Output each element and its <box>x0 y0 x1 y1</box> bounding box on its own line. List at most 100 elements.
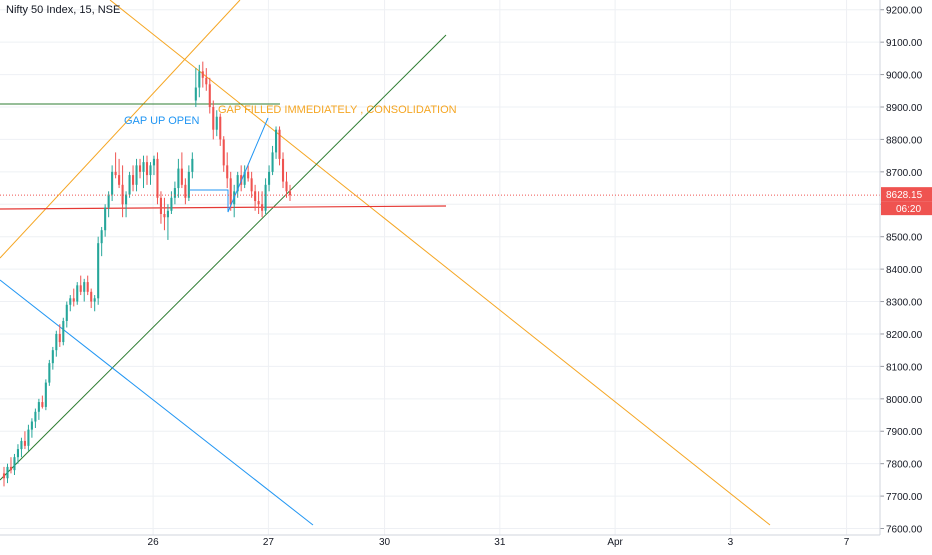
candle-body <box>111 171 114 195</box>
candle-body <box>27 429 30 446</box>
candle-body <box>170 197 173 211</box>
candle-body <box>271 152 274 172</box>
candle-body <box>275 129 278 153</box>
candle-body <box>37 402 40 412</box>
candle-body <box>65 304 68 321</box>
candle-body <box>156 158 159 198</box>
price-tag-box <box>881 187 932 202</box>
candle-body <box>83 282 86 292</box>
candle-body <box>173 188 176 198</box>
annotation-gap-up: GAP UP OPEN <box>124 115 199 127</box>
candle-body <box>13 457 16 471</box>
candle-body <box>201 71 204 78</box>
price-tick-label: 7600.00 <box>886 525 923 536</box>
candle-body <box>281 158 285 182</box>
candle-body <box>118 175 121 185</box>
candle-body <box>34 411 37 422</box>
candle-body <box>58 333 61 343</box>
candle-body <box>6 466 9 479</box>
red-support-line <box>0 205 447 210</box>
candle-body <box>16 449 19 458</box>
candle-body <box>86 282 89 292</box>
drawings-front: GAP UP OPEN GAP FILLED IMMEDIATELY , CONS… <box>0 104 880 213</box>
price-tag-value: 8628.15 <box>886 190 923 201</box>
candle-body <box>104 207 107 231</box>
blue-trend-line <box>0 279 314 526</box>
orange-channel-upper <box>0 0 241 259</box>
candle-body <box>278 129 281 159</box>
candle-body <box>44 382 47 407</box>
candle-body <box>2 473 6 479</box>
price-tick-label: 8300.00 <box>886 298 923 309</box>
candle-body <box>107 194 110 208</box>
date-tick-label: 30 <box>379 537 391 548</box>
candle-body <box>72 298 75 302</box>
candle-body <box>135 165 138 185</box>
candle-body <box>149 165 152 176</box>
candle-body <box>191 158 194 172</box>
candle-body <box>285 181 288 192</box>
candle-body <box>194 87 197 101</box>
price-tick-label: 8400.00 <box>886 265 923 276</box>
price-tick-label: 7800.00 <box>886 460 923 471</box>
candle-body <box>76 285 79 302</box>
candle-body <box>288 191 292 196</box>
price-tick-label: 7700.00 <box>886 492 923 503</box>
annotation-gap-filled: GAP FILLED IMMEDIATELY , CONSOLIDATION <box>218 104 457 116</box>
candle-body <box>264 184 267 211</box>
candle-body <box>128 175 131 195</box>
candle-body <box>254 191 257 202</box>
candle-body <box>48 363 51 383</box>
candle-body <box>121 184 124 205</box>
drawings-back <box>0 0 771 526</box>
blue-gap-marker <box>190 117 269 213</box>
candle-body <box>125 194 128 205</box>
date-tick-label: 27 <box>263 537 275 548</box>
candle-body <box>229 178 232 205</box>
candle-body <box>219 116 222 140</box>
candle-body <box>51 350 54 364</box>
price-tick-label: 9200.00 <box>886 6 923 17</box>
price-tick-label: 8000.00 <box>886 395 923 406</box>
candle-body <box>20 440 23 450</box>
candle-body <box>208 84 211 107</box>
candle-body <box>55 333 58 351</box>
candle-body <box>93 298 96 302</box>
price-tick-label: 8500.00 <box>886 233 923 244</box>
candle-body <box>163 214 166 218</box>
candle-body <box>152 158 156 166</box>
price-tick-label: 8900.00 <box>886 103 923 114</box>
date-tick-label: 31 <box>494 537 506 548</box>
candle-body <box>226 165 229 179</box>
price-tick-label: 8200.00 <box>886 330 923 341</box>
candle-body <box>268 171 271 185</box>
date-tick-label: 3 <box>728 537 734 548</box>
candle-body <box>250 178 253 192</box>
candle-body <box>159 197 162 214</box>
candle-body <box>222 139 225 166</box>
candle-body <box>236 175 239 192</box>
candle-body <box>257 201 260 205</box>
candle-body <box>132 175 135 185</box>
price-tick-label: 7900.00 <box>886 427 923 438</box>
date-tick-label: 7 <box>844 537 850 548</box>
candle-body <box>180 168 183 185</box>
candle-body <box>142 162 145 172</box>
candle-body <box>184 184 187 198</box>
candle-body <box>62 321 65 343</box>
candle-body <box>114 171 117 176</box>
candle-body <box>177 168 180 189</box>
countdown-box <box>881 201 932 216</box>
candle-body <box>138 165 142 172</box>
grid <box>0 0 880 535</box>
candle-body <box>243 171 246 185</box>
date-tick-label: 26 <box>148 537 160 548</box>
price-tick-label: 9100.00 <box>886 38 923 49</box>
candle-body <box>41 402 44 407</box>
candle-body <box>215 116 218 130</box>
candle-body <box>100 230 103 244</box>
candle-body <box>79 285 82 292</box>
candle-body <box>97 243 100 299</box>
